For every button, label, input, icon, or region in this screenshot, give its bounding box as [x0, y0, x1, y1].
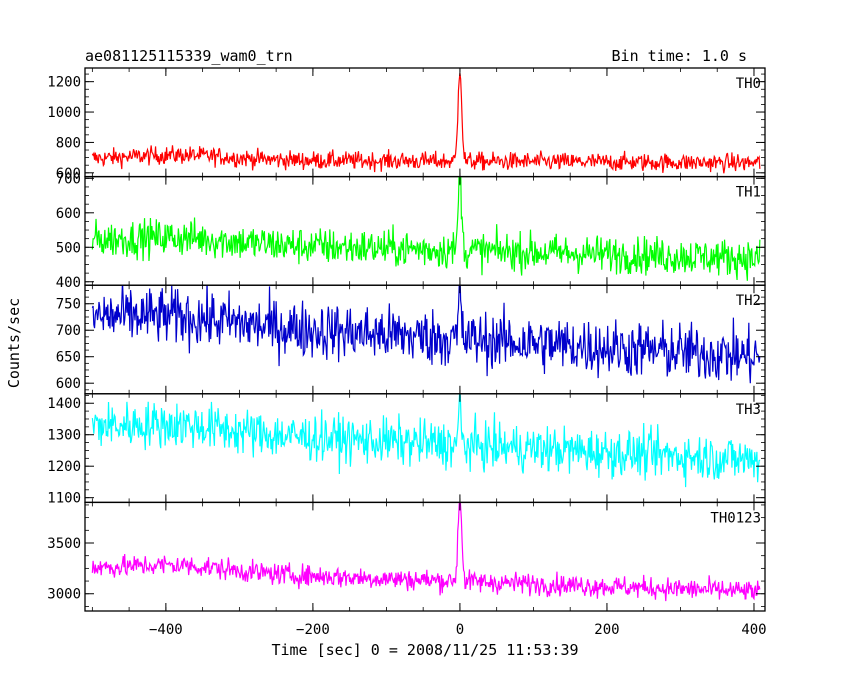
chart-title: ae081125115339_wam0_trn	[85, 47, 293, 65]
x-tick-label: 200	[594, 622, 619, 638]
x-tick-label: −200	[296, 622, 330, 638]
x-tick-label: 0	[456, 622, 464, 638]
y-tick-label: 3500	[47, 536, 81, 552]
y-tick-label: 400	[56, 275, 81, 291]
bin-time-label: Bin time: 1.0 s	[612, 47, 747, 65]
y-tick-label: 1100	[47, 491, 81, 507]
panel-label-th0123: TH0123	[710, 510, 761, 526]
y-tick-label: 1200	[47, 75, 81, 91]
series-line-th0123	[91, 502, 761, 602]
y-tick-label: 1000	[47, 105, 81, 121]
x-axis-label: Time [sec] 0 = 2008/11/25 11:53:39	[271, 641, 578, 659]
y-axis-label: Counts/sec	[5, 298, 23, 388]
y-tick-label: 700	[56, 171, 81, 187]
y-tick-label: 3000	[47, 587, 81, 603]
y-tick-label: 600	[56, 206, 81, 222]
series-line-th3	[91, 393, 761, 488]
panel-label-th3: TH3	[736, 402, 761, 418]
y-tick-label: 1400	[47, 396, 81, 412]
y-tick-label: 650	[56, 350, 81, 366]
y-tick-label: 1200	[47, 459, 81, 475]
panel-frame-th3	[84, 393, 766, 504]
y-tick-label: 800	[56, 135, 81, 151]
y-tick-label: 700	[56, 323, 81, 339]
y-tick-label: 750	[56, 297, 81, 313]
panel-label-th0: TH0	[736, 76, 761, 92]
y-tick-label: 600	[56, 166, 81, 182]
y-tick-label: 1300	[47, 428, 81, 444]
y-tick-label: 600	[56, 376, 81, 392]
series-line-th1	[91, 176, 761, 281]
series-line-th0	[91, 73, 761, 174]
x-tick-label: −400	[149, 622, 183, 638]
series-line-th2	[91, 285, 761, 384]
panel-label-th1: TH1	[736, 185, 761, 201]
panel-frame-th0123	[84, 501, 766, 612]
panel-label-th2: TH2	[736, 293, 761, 309]
y-tick-label: 500	[56, 240, 81, 256]
x-tick-label: 400	[741, 622, 766, 638]
